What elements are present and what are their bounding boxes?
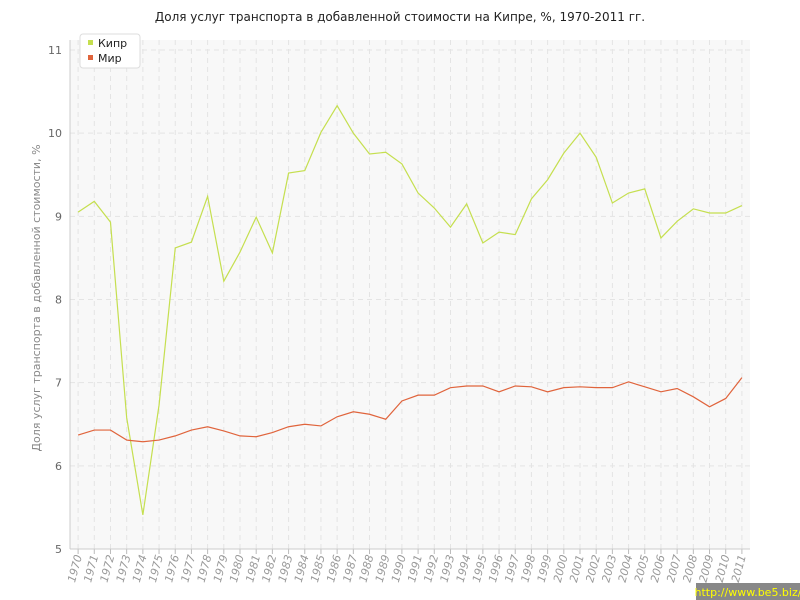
line-series — [77, 377, 743, 443]
legend-label: Кипр — [98, 37, 127, 50]
watermark: http://www.be5.biz/ — [695, 586, 800, 599]
y-tick-label: 8 — [55, 294, 62, 307]
y-tick-label: 7 — [55, 377, 62, 390]
legend-swatch — [88, 55, 93, 60]
y-tick-label: 6 — [55, 460, 62, 473]
legend-swatch — [88, 40, 93, 45]
watermark-bg — [696, 583, 800, 600]
y-tick-label: 5 — [55, 543, 62, 556]
legend-box — [79, 33, 141, 69]
chart-title: Доля услуг транспорта в добавленной стои… — [155, 10, 645, 24]
y-axis-label: Доля услуг транспорта в добавленной стои… — [30, 144, 43, 451]
legend-label: Мир — [98, 52, 122, 65]
y-tick-label: 10 — [48, 127, 62, 140]
y-tick-label: 11 — [48, 44, 62, 57]
line-series — [77, 104, 743, 516]
plot-area — [70, 40, 750, 549]
y-tick-label: 9 — [55, 210, 62, 223]
